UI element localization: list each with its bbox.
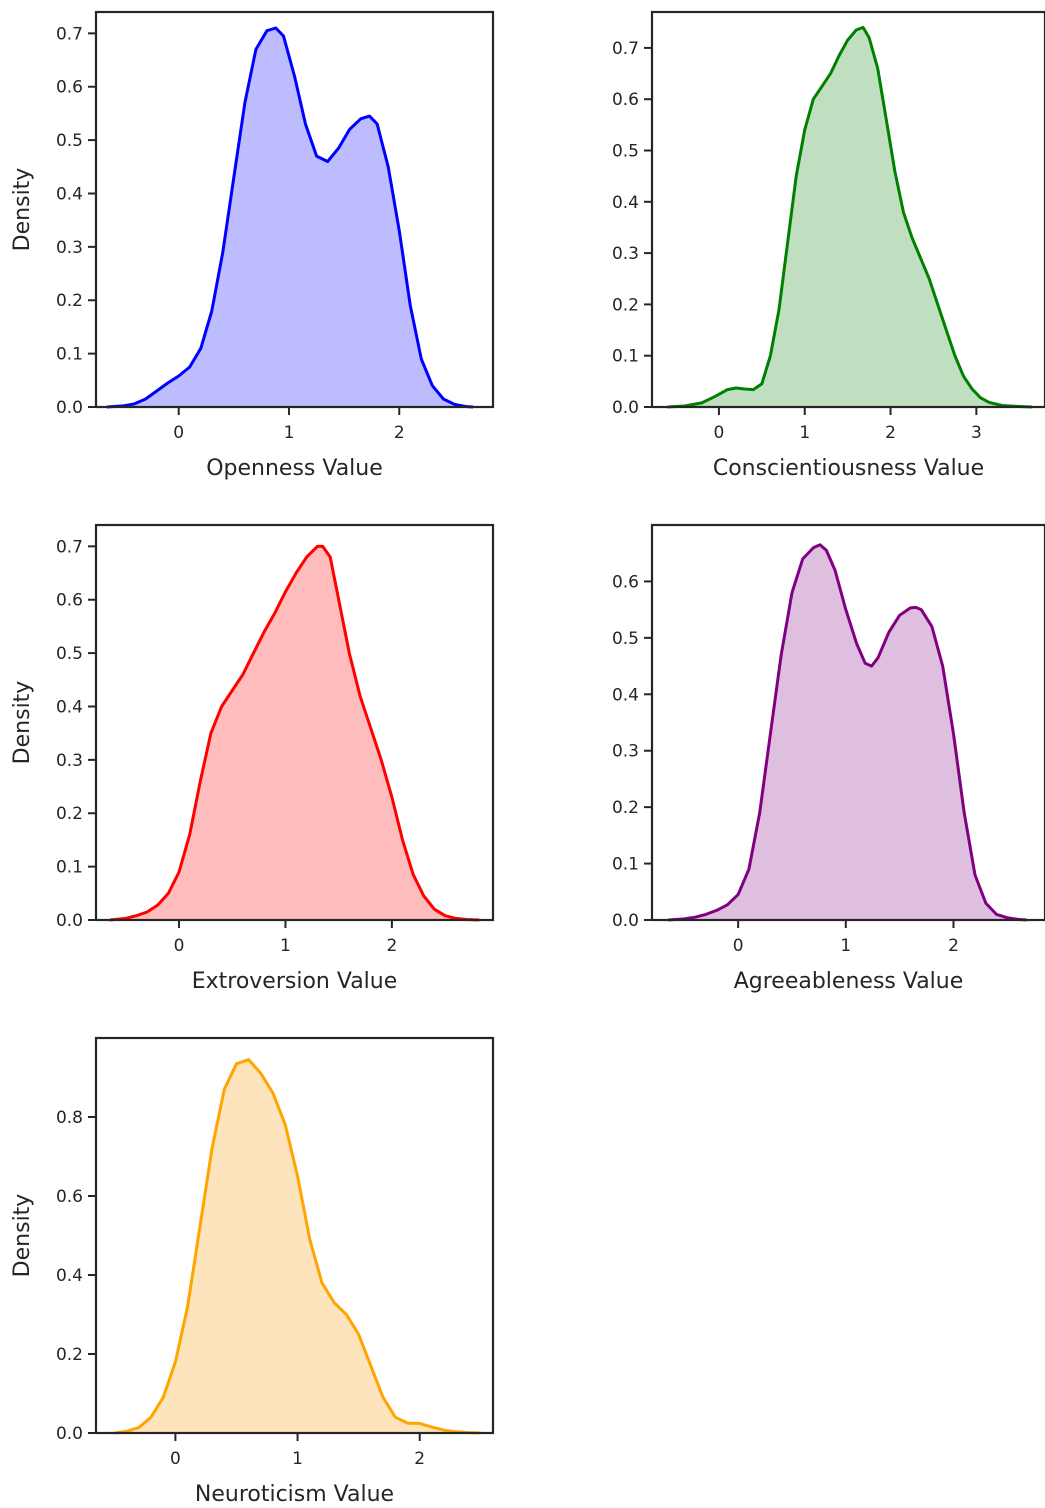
x-tick-label: 2 <box>386 936 397 956</box>
openness-density-area <box>107 28 474 407</box>
conscientiousness-panel: 0.0 0.1 0.2 0.3 0.4 0.5 0.6 0.7 0 1 2 3 Conscientiou… <box>612 10 1045 481</box>
x-tick-label: 2 <box>948 936 959 956</box>
extroversion-panel: 0.0 0.1 0.2 0.3 0.4 0.5 0.6 0.7 0 1 2 Extroversion … <box>10 523 495 994</box>
y-tick-label: 0.4 <box>612 685 639 705</box>
y-tick-label: 0.2 <box>56 1345 83 1365</box>
extroversion-axes-frame <box>94 523 495 922</box>
x-tick-label: 2 <box>394 423 405 443</box>
y-tick-label: 0.0 <box>56 911 83 931</box>
y-tick-label: 0.7 <box>56 24 83 44</box>
agreeableness-x-axis-label: Agreeableness Value <box>734 969 964 994</box>
y-tick-label: 0.5 <box>612 629 639 649</box>
neuroticism-y-axis-label: Density <box>10 1194 35 1278</box>
y-tick-label: 0.6 <box>56 78 83 98</box>
y-tick-label: 0.7 <box>612 39 639 59</box>
conscientiousness-x-axis-label: Conscientiousness Value <box>713 456 984 481</box>
openness-axes-frame <box>94 10 495 409</box>
openness-panel: 0.0 0.1 0.2 0.3 0.4 0.5 0.6 0.7 0 1 2 Openness Valu… <box>10 10 495 481</box>
y-tick-label: 0.5 <box>56 131 83 151</box>
neuroticism-panel: 0.0 0.2 0.4 0.6 0.8 0 1 2 Neuroticism Value Densi… <box>10 1036 495 1507</box>
x-tick-label: 2 <box>885 423 896 443</box>
x-tick-label: 1 <box>840 936 851 956</box>
x-tick-label: 1 <box>280 936 291 956</box>
y-tick-label: 0.4 <box>56 1266 83 1286</box>
y-tick-label: 0.4 <box>56 697 83 717</box>
x-tick-label: 1 <box>292 1449 303 1469</box>
openness-y-axis-label: Density <box>10 168 35 252</box>
y-tick-label: 0.0 <box>56 398 83 418</box>
y-tick-label: 0.6 <box>56 591 83 611</box>
neuroticism-axes-frame <box>94 1036 495 1435</box>
y-tick-label: 0.7 <box>56 537 83 557</box>
y-tick-label: 0.6 <box>612 572 639 592</box>
y-tick-label: 0.2 <box>56 291 83 311</box>
openness-density-line <box>106 26 474 409</box>
extroversion-x-axis-label: Extroversion Value <box>192 969 398 994</box>
extroversion-density-area <box>109 546 480 920</box>
y-tick-label: 0.1 <box>612 347 639 367</box>
y-tick-label: 0.6 <box>56 1187 83 1207</box>
y-tick-label: 0.8 <box>56 1108 83 1128</box>
x-tick-label: 0 <box>733 936 744 956</box>
x-tick-label: 0 <box>174 936 185 956</box>
agreeableness-panel: 0.0 0.1 0.2 0.3 0.4 0.5 0.6 0 1 2 Agreeableness Va… <box>612 523 1045 994</box>
neuroticism-x-axis-label: Neuroticism Value <box>195 1482 394 1507</box>
y-tick-label: 0.3 <box>56 751 83 771</box>
y-tick-label: 0.6 <box>612 90 639 110</box>
x-tick-label: 0 <box>714 423 725 443</box>
agreeableness-density-line <box>668 543 1027 922</box>
y-tick-label: 0.5 <box>56 644 83 664</box>
extroversion-y-axis-label: Density <box>10 681 35 765</box>
y-tick-label: 0.2 <box>56 804 83 824</box>
x-tick-label: 3 <box>971 423 982 443</box>
y-tick-label: 0.0 <box>612 911 639 931</box>
y-tick-label: 0.5 <box>612 142 639 162</box>
conscientiousness-axes-frame <box>650 10 1045 409</box>
neuroticism-density-area <box>114 1059 481 1433</box>
y-tick-label: 0.4 <box>56 184 83 204</box>
x-tick-label: 0 <box>173 423 184 443</box>
neuroticism-density-line <box>114 1058 481 1435</box>
x-tick-label: 0 <box>170 1449 181 1469</box>
y-tick-label: 0.1 <box>56 345 83 365</box>
y-tick-label: 0.0 <box>612 398 639 418</box>
y-tick-label: 0.3 <box>612 742 639 762</box>
y-tick-label: 0.4 <box>612 193 639 213</box>
y-tick-label: 0.0 <box>56 1424 83 1444</box>
conscientiousness-density-area <box>667 27 1033 408</box>
conscientiousness-density-line <box>667 25 1033 409</box>
y-tick-label: 0.2 <box>612 295 639 315</box>
x-tick-label: 2 <box>414 1449 425 1469</box>
y-tick-label: 0.1 <box>56 858 83 878</box>
extroversion-density-line <box>109 544 480 922</box>
agreeableness-axes-frame <box>650 523 1045 922</box>
y-tick-label: 0.3 <box>612 244 639 264</box>
x-tick-label: 1 <box>284 423 295 443</box>
y-tick-label: 0.3 <box>56 238 83 258</box>
x-tick-label: 1 <box>799 423 810 443</box>
y-tick-label: 0.1 <box>612 855 639 875</box>
openness-x-axis-label: Openness Value <box>206 456 383 481</box>
y-tick-label: 0.2 <box>612 798 639 818</box>
